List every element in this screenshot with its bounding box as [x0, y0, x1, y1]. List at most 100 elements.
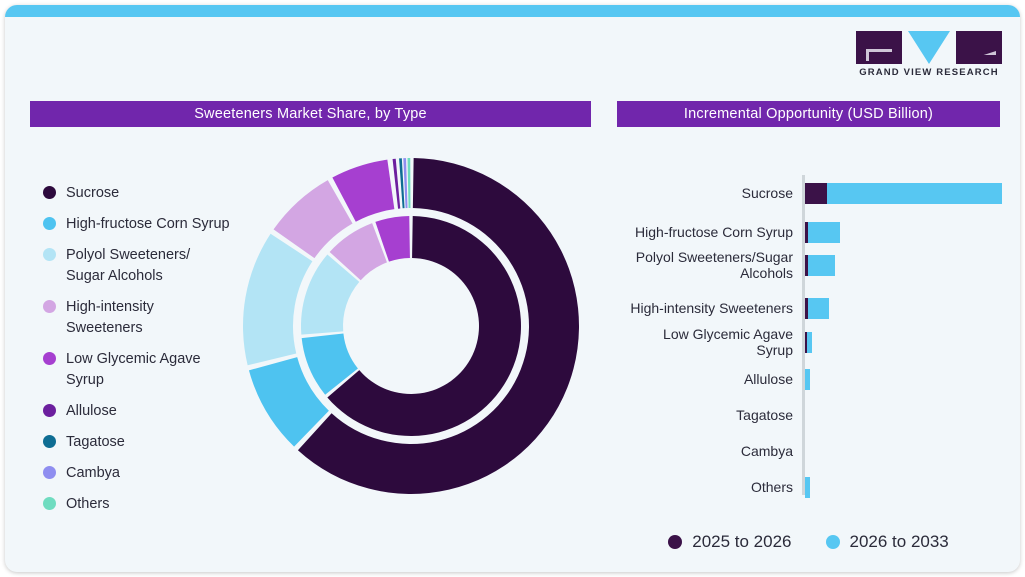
donut-slice[interactable]: [332, 159, 395, 222]
stacked-bar[interactable]: [805, 255, 836, 276]
donut-slice[interactable]: [392, 158, 401, 209]
legend-item-label: Allulose: [66, 403, 117, 420]
bar-category-label: High-fructose Corn Syrup: [635, 223, 793, 240]
market-share-donut-chart: [241, 156, 581, 496]
bar-category-label: Allulose: [743, 370, 793, 387]
legend-swatch-icon: [43, 186, 56, 199]
bar-category-label: Cambya: [740, 442, 793, 459]
logo-right-cover: [962, 55, 998, 64]
stacked-bar[interactable]: [805, 222, 841, 243]
logo-left-block: [856, 31, 902, 64]
legend-item-label: High-fructose Corn Syrup: [66, 216, 230, 233]
bar-chart-row[interactable]: High-intensity Sweeteners: [571, 294, 1003, 322]
grand-view-research-logo: GRAND VIEW RESEARCH: [856, 31, 1002, 79]
donut-slice[interactable]: [407, 158, 411, 209]
legend-item-label: Low Glycemic Agave Syrup: [66, 351, 201, 389]
bar-category-label: High-intensity Sweeteners: [630, 299, 793, 316]
stacked-bar[interactable]: [805, 183, 1002, 204]
bar-segment: [805, 255, 808, 276]
bar-chart-row[interactable]: High-fructose Corn Syrup: [571, 218, 1003, 246]
left-panel-title: Sweeteners Market Share, by Type: [30, 101, 591, 127]
bar-chart-row[interactable]: Polyol Sweeteners/Sugar Alcohols: [571, 248, 1003, 281]
bar-segment: [805, 298, 808, 319]
bar-chart-row[interactable]: Cambya: [571, 437, 1003, 465]
donut-svg: [243, 158, 579, 495]
period-legend-label: 2025 to 2026: [692, 532, 792, 551]
donut-slice[interactable]: [375, 216, 410, 262]
donut-slice[interactable]: [301, 254, 360, 335]
bar-segment: [805, 369, 810, 390]
period-legend-label: 2026 to 2033: [849, 532, 949, 551]
bar-category-label: Others: [750, 478, 793, 495]
donut-slice[interactable]: [297, 158, 579, 495]
period-legend-item[interactable]: 2025 to 2026: [668, 532, 792, 552]
donut-slice[interactable]: [243, 233, 313, 366]
bar-category-label: Tagatose: [736, 406, 793, 423]
legend-item[interactable]: Cambya: [43, 463, 258, 484]
period-legend-item[interactable]: 2026 to 2033: [825, 532, 949, 552]
bar-segment: [807, 222, 841, 243]
period-legend-swatch-icon: [825, 535, 840, 549]
stacked-bar[interactable]: [805, 369, 810, 390]
donut-slice[interactable]: [301, 333, 358, 395]
chart-card: GRAND VIEW RESEARCH Sweeteners Market Sh…: [5, 5, 1020, 572]
donut-slice[interactable]: [329, 223, 387, 281]
legend-swatch-icon: [43, 466, 56, 480]
bar-segment: [805, 183, 827, 204]
bar-chart-axis: [802, 175, 805, 495]
bar-chart-row[interactable]: Sucrose: [571, 179, 1003, 207]
right-panel-title: Incremental Opportunity (USD Billion): [617, 101, 1000, 127]
stacked-bar[interactable]: [805, 332, 812, 353]
legend-item-label: Cambya: [66, 465, 120, 482]
legend-swatch-icon: [43, 497, 56, 511]
legend-item[interactable]: Allulose: [43, 401, 258, 422]
legend-item-label: Others: [66, 496, 110, 513]
incremental-opportunity-bar-chart: Sucrose High-fructose Corn Syrup Polyol Sw…: [571, 173, 1003, 498]
type-legend: Sucrose High-fructose Corn Syrup Polyol Sw…: [43, 183, 258, 525]
bar-segment: [807, 298, 830, 319]
bar-segment: [805, 332, 807, 353]
bar-segment: [805, 222, 808, 243]
logo-left-notch-vertical-icon: [866, 49, 869, 61]
legend-swatch-icon: [43, 404, 56, 418]
stacked-bar[interactable]: [805, 298, 830, 319]
legend-item[interactable]: Polyol Sweeteners/ Sugar Alcohols: [43, 245, 258, 287]
stacked-bar[interactable]: [805, 477, 810, 498]
legend-item-label: Polyol Sweeteners/ Sugar Alcohols: [66, 247, 191, 285]
bar-chart-row[interactable]: Tagatose: [571, 401, 1003, 429]
period-legend-swatch-icon: [668, 535, 683, 549]
donut-slice[interactable]: [273, 180, 353, 259]
legend-item-label: Tagatose: [66, 434, 125, 451]
legend-swatch-icon: [43, 435, 56, 449]
bar-segment: [807, 332, 812, 353]
logo-wordmark: GRAND VIEW RESEARCH: [859, 67, 999, 78]
bar-segment: [826, 183, 1002, 204]
legend-item[interactable]: Low Glycemic Agave Syrup: [43, 349, 258, 391]
bar-chart-row[interactable]: Low Glycemic Agave Syrup: [571, 325, 1003, 358]
top-accent-bar: [5, 5, 1020, 17]
bar-chart-row[interactable]: Allulose: [571, 365, 1003, 393]
legend-item[interactable]: Others: [43, 494, 258, 515]
donut-ring-inner: [301, 216, 521, 437]
logo-mark: [856, 31, 1002, 64]
bar-segment: [807, 255, 836, 276]
donut-slice[interactable]: [403, 158, 408, 209]
legend-swatch-icon: [43, 352, 56, 366]
legend-item[interactable]: High-fructose Corn Syrup: [43, 214, 258, 235]
bar-segment: [805, 477, 810, 498]
donut-slice[interactable]: [399, 158, 405, 209]
bar-category-label: Polyol Sweeteners/Sugar Alcohols: [635, 248, 793, 281]
donut-ring-outer: [243, 158, 579, 495]
legend-item-label: High-intensity Sweeteners: [66, 299, 154, 337]
legend-item[interactable]: Sucrose: [43, 183, 258, 204]
donut-slice[interactable]: [248, 357, 329, 447]
legend-item[interactable]: High-intensity Sweeteners: [43, 297, 258, 339]
donut-slice[interactable]: [327, 216, 521, 437]
bar-chart-row[interactable]: Others: [571, 473, 1003, 501]
legend-swatch-icon: [43, 300, 56, 314]
legend-item[interactable]: Tagatose: [43, 432, 258, 453]
bar-category-label: Sucrose: [741, 184, 793, 201]
period-legend: 2025 to 2026 2026 to 2033: [617, 527, 1000, 557]
bar-category-label: Low Glycemic Agave Syrup: [663, 325, 793, 358]
legend-item-label: Sucrose: [66, 185, 120, 201]
